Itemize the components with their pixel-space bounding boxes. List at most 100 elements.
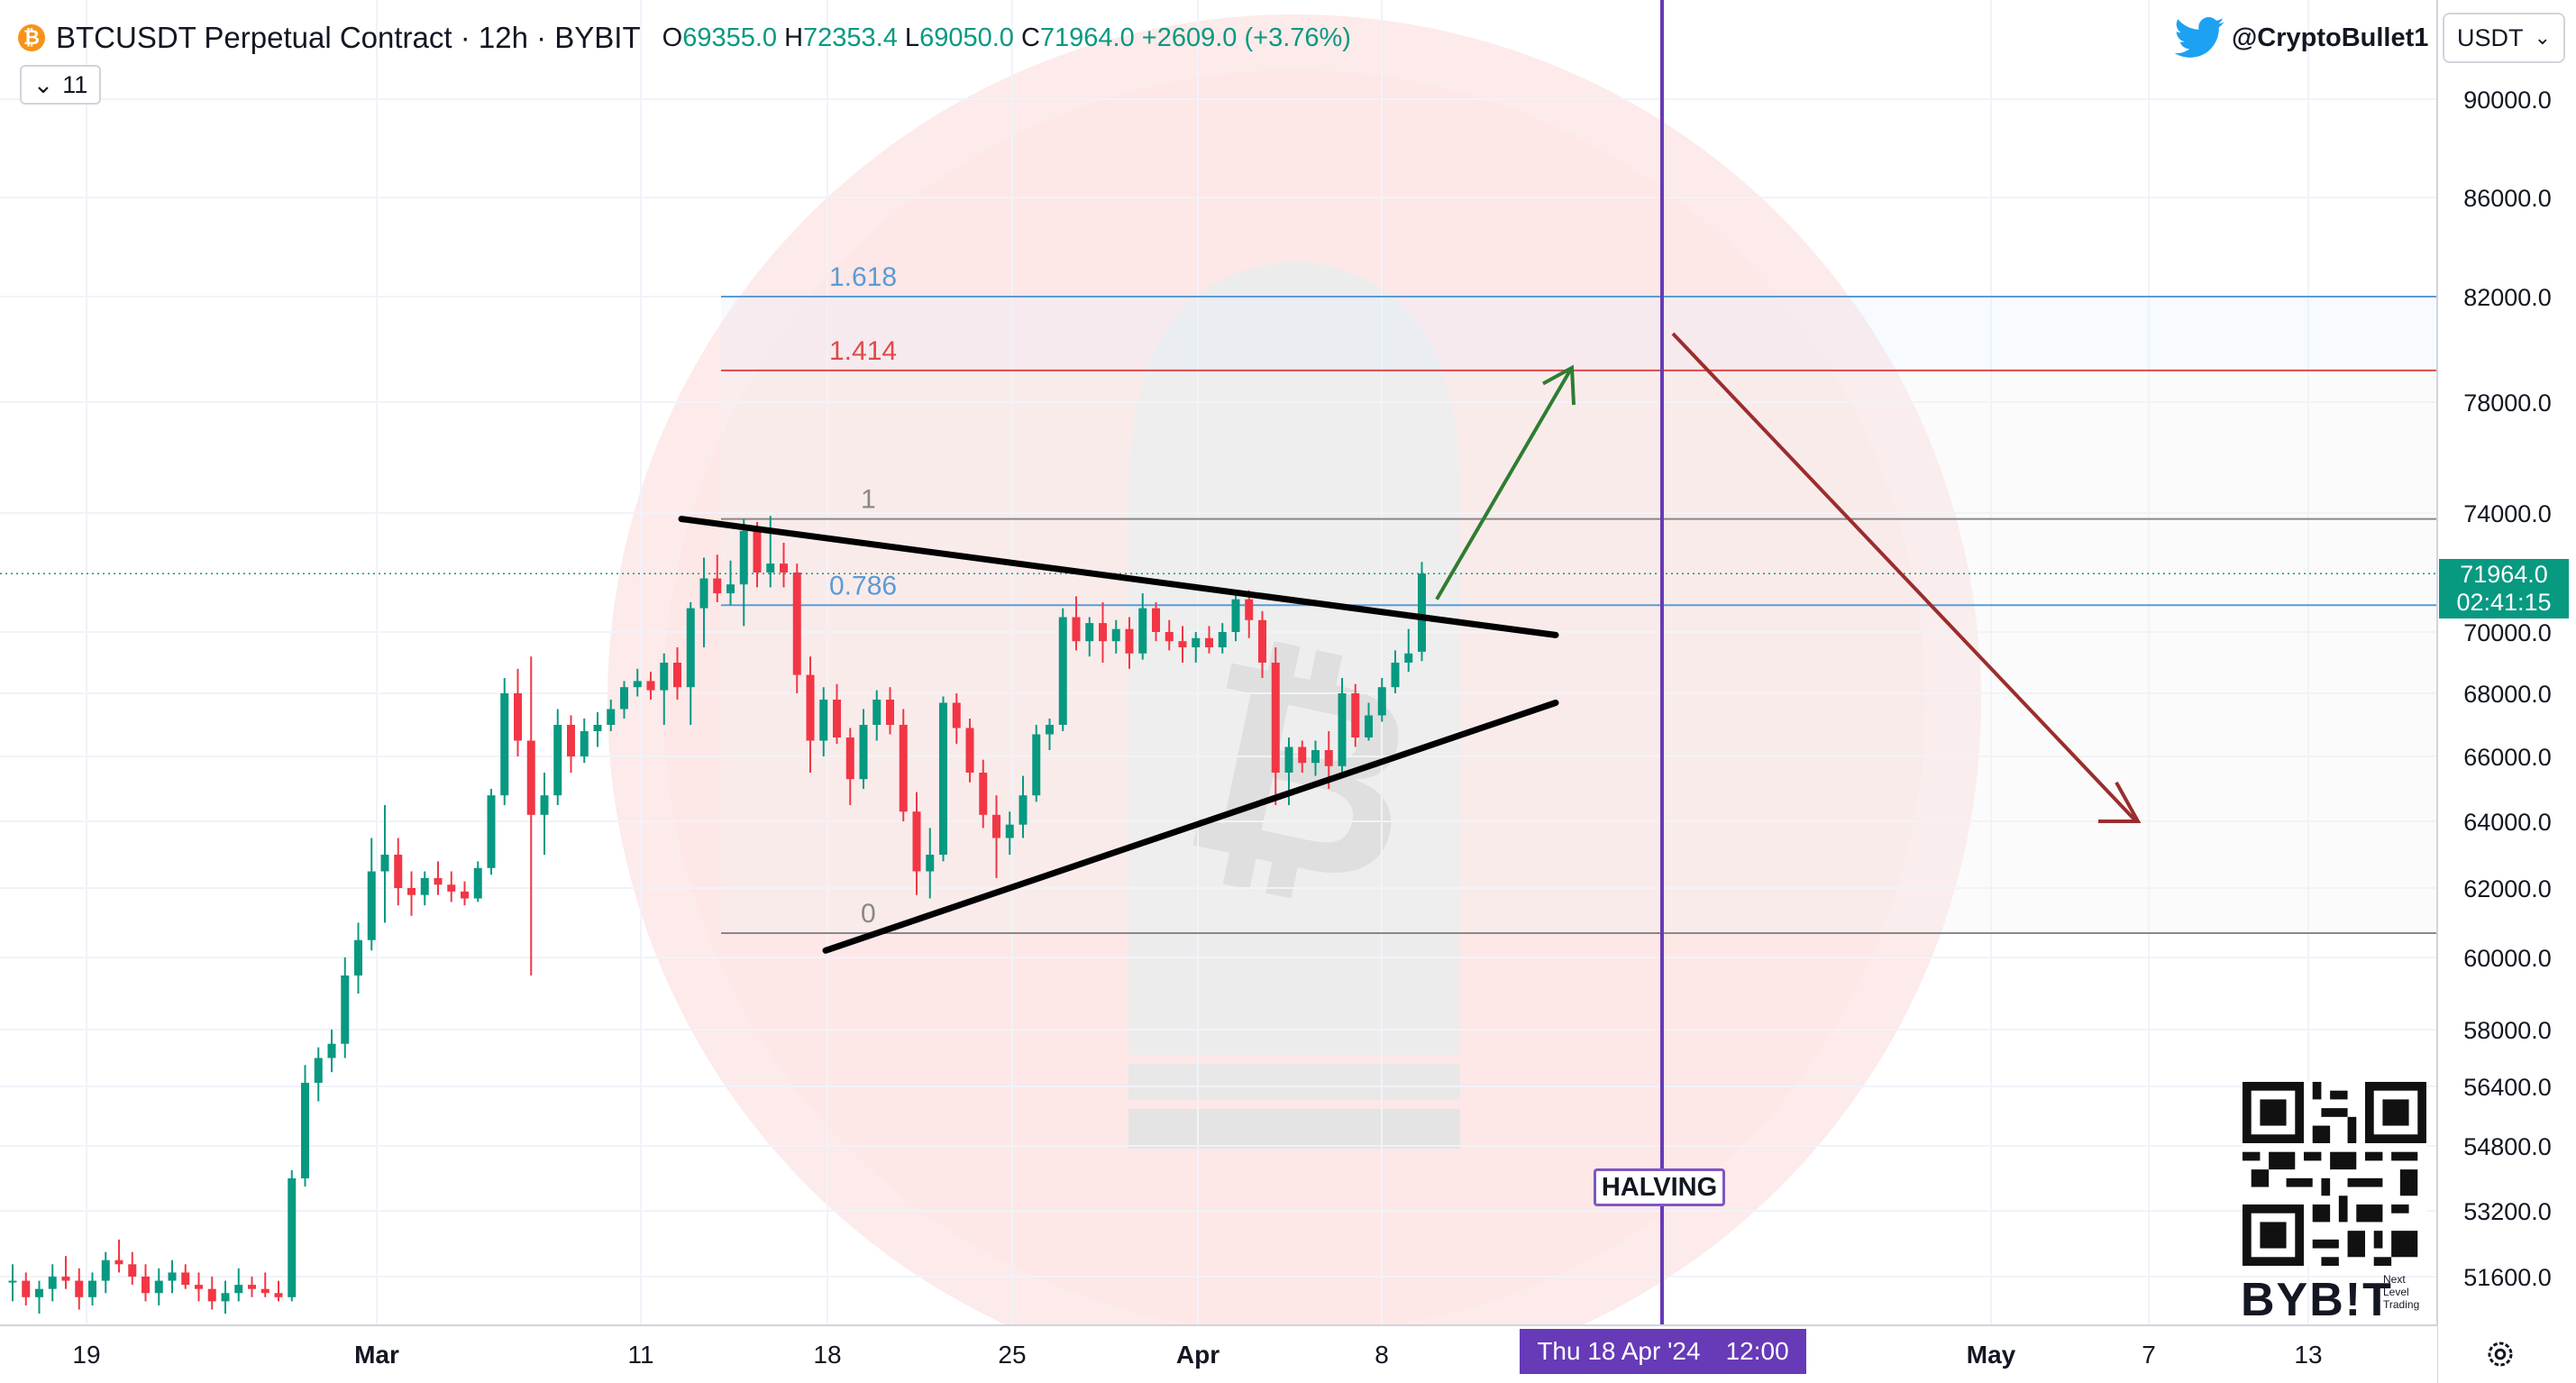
candle-body bbox=[1205, 637, 1213, 647]
price-tick-label: 74000.0 bbox=[2463, 500, 2552, 527]
high-label: H bbox=[784, 23, 804, 52]
close-value: 71964.0 bbox=[1039, 23, 1135, 52]
high-value: 72353.4 bbox=[803, 23, 898, 52]
settings-gear-icon[interactable] bbox=[2484, 1338, 2517, 1370]
candle-body bbox=[726, 584, 735, 594]
fib-retracement: 1.618 1.414 1 0.786 0 bbox=[721, 262, 2437, 935]
candle-body bbox=[1099, 623, 1107, 642]
low-value: 69050.0 bbox=[919, 23, 1014, 52]
fib-zone bbox=[721, 370, 2437, 934]
candle-body bbox=[1152, 608, 1160, 632]
fib-level-label: 1 bbox=[861, 485, 876, 515]
fib-level-label: 0.786 bbox=[829, 571, 897, 600]
time-tick-label: May bbox=[1967, 1341, 2016, 1369]
currency-select[interactable]: USDT ⌄ bbox=[2443, 13, 2565, 63]
candle-body bbox=[367, 871, 376, 940]
candle-body bbox=[1058, 617, 1067, 725]
tagline-line: Level bbox=[2383, 1286, 2409, 1298]
price-tick-label: 51600.0 bbox=[2463, 1264, 2552, 1291]
candle-body bbox=[1311, 750, 1320, 764]
candle-body bbox=[633, 681, 642, 688]
candle-body bbox=[394, 855, 403, 888]
open-label: O bbox=[662, 23, 683, 52]
candle-body bbox=[673, 663, 681, 688]
candle-body bbox=[461, 891, 469, 899]
candle-body bbox=[567, 725, 575, 756]
candle-body bbox=[819, 700, 828, 741]
candle-body bbox=[128, 1264, 137, 1277]
candle-body bbox=[792, 572, 801, 675]
candle-body bbox=[1046, 725, 1054, 735]
candle-body bbox=[660, 663, 669, 691]
candle-body bbox=[301, 1083, 309, 1178]
tagline-line: Next bbox=[2383, 1273, 2406, 1286]
last-price-label: 71964.0 02:41:15 bbox=[2439, 559, 2569, 618]
price-axis[interactable]: 90000.0 86000.0 82000.0 78000.0 74000.0 70000… bbox=[2436, 0, 2576, 1383]
low-label: L bbox=[904, 23, 920, 52]
time-tick-label: Apr bbox=[1176, 1341, 1219, 1369]
candle-body bbox=[234, 1285, 243, 1294]
halving-label: HALVING bbox=[1594, 1168, 1725, 1206]
candle-body bbox=[553, 725, 562, 796]
bitcoin-icon: ₿ bbox=[18, 24, 45, 51]
candle-body bbox=[434, 877, 443, 885]
candle-body bbox=[260, 1288, 269, 1294]
candle-body bbox=[354, 939, 362, 975]
time-axis[interactable]: 19 Mar 11 18 25 Apr 8 May 7 13 bbox=[0, 1324, 2576, 1383]
tagline-line: Trading bbox=[2383, 1298, 2420, 1311]
bybit-tagline: Next Level Trading bbox=[2383, 1273, 2419, 1311]
candle-body bbox=[195, 1285, 203, 1289]
indicators-toggle-button[interactable]: ⌄ 11 bbox=[20, 65, 101, 105]
candle-body bbox=[487, 795, 496, 868]
candle-body bbox=[1019, 795, 1028, 825]
time-tick-label: 18 bbox=[813, 1341, 841, 1369]
candle-body bbox=[168, 1272, 177, 1281]
candle-body bbox=[899, 725, 908, 812]
candle-body bbox=[75, 1280, 84, 1297]
candle-body bbox=[806, 674, 815, 741]
time-tick-label: 13 bbox=[2294, 1341, 2322, 1369]
chevron-down-icon: ⌄ bbox=[2534, 26, 2551, 49]
candle-body bbox=[48, 1277, 57, 1289]
time-tick-label: Mar bbox=[354, 1341, 399, 1369]
candle-body bbox=[1324, 750, 1333, 766]
time-tick-label: 25 bbox=[998, 1341, 1026, 1369]
bar-countdown: 02:41:15 bbox=[2456, 589, 2552, 616]
symbol-header: ₿ BTCUSDT Perpetual Contract · 12h · BYB… bbox=[18, 13, 1351, 63]
time-tick-label: 8 bbox=[1375, 1341, 1389, 1369]
candle-body bbox=[1111, 628, 1120, 642]
candle-body bbox=[1072, 617, 1081, 642]
candle-body bbox=[766, 563, 775, 572]
symbol-title[interactable]: BTCUSDT Perpetual Contract · 12h · BYBIT bbox=[56, 21, 641, 54]
candle-body bbox=[1298, 746, 1307, 764]
candle-body bbox=[1178, 641, 1187, 647]
candle-body bbox=[686, 608, 695, 688]
candle-body bbox=[526, 740, 535, 815]
bitcoin-bullet-watermark: ₿ bbox=[607, 14, 1981, 1383]
candle-body bbox=[181, 1272, 190, 1286]
candle-body bbox=[1404, 653, 1413, 663]
candle-body bbox=[1365, 715, 1373, 737]
time-tick-label: 11 bbox=[627, 1341, 653, 1369]
candle-body bbox=[1005, 824, 1014, 838]
candle-body bbox=[1418, 573, 1426, 652]
candle-body bbox=[952, 702, 961, 728]
candle-body bbox=[420, 877, 429, 895]
candle-body bbox=[939, 702, 947, 855]
candle-body bbox=[1032, 734, 1041, 796]
time-tick-label: 19 bbox=[72, 1341, 100, 1369]
candle-body bbox=[314, 1058, 323, 1084]
price-tick-label: 60000.0 bbox=[2463, 945, 2552, 972]
candle-body bbox=[1165, 632, 1174, 642]
axis-corner bbox=[2438, 1326, 2576, 1383]
crosshair-time: 12:00 bbox=[1725, 1337, 1789, 1365]
candle-body bbox=[620, 687, 628, 710]
candle-body bbox=[61, 1277, 70, 1281]
twitter-icon bbox=[2174, 17, 2224, 58]
candle-body bbox=[207, 1288, 216, 1302]
candle-body bbox=[780, 563, 788, 572]
open-value: 69355.0 bbox=[682, 23, 778, 52]
candle-body bbox=[979, 773, 988, 815]
candle-body bbox=[142, 1277, 150, 1294]
